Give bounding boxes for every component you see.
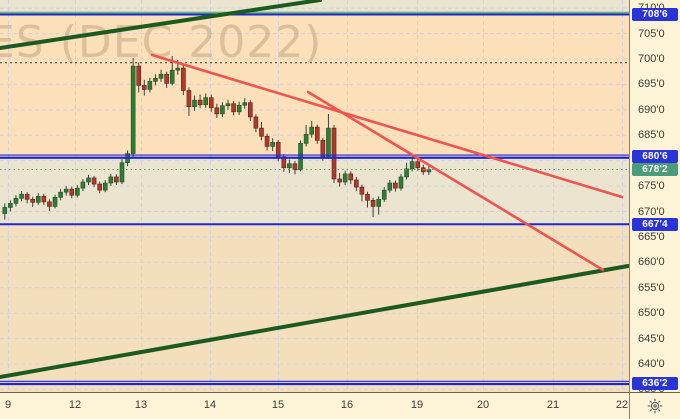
price-tick: 675'0 (638, 180, 665, 193)
chart-plot-area[interactable]: ES (DEC 2022) (0, 0, 629, 392)
price-axis[interactable]: 710'0705'0700'0695'0690'0685'0675'0670'0… (629, 0, 680, 392)
price-tick: 650'0 (638, 307, 665, 320)
axis-settings-corner[interactable] (629, 392, 680, 419)
price-tick: 645'0 (638, 332, 665, 345)
price-tick: 700'0 (638, 52, 665, 65)
current-price-badge: 678'2 (632, 163, 678, 177)
price-line-label-badge: 680'6 (632, 150, 678, 164)
time-tick: 12 (68, 399, 82, 411)
price-tick: 705'0 (638, 27, 665, 40)
price-tick: 655'0 (638, 281, 665, 294)
candles (2, 55, 432, 220)
grid (0, 0, 629, 392)
price-line-label-badge: 636'2 (632, 376, 678, 390)
price-tick: 640'0 (638, 358, 665, 371)
time-tick: 19 (410, 399, 424, 411)
time-tick: 21 (546, 399, 560, 411)
time-tick: 20 (476, 399, 490, 411)
time-tick: 16 (340, 399, 354, 411)
price-tick: 690'0 (638, 103, 665, 116)
time-tick: 22 (615, 399, 629, 411)
price-tick: 670'0 (638, 205, 665, 218)
price-line-label-badge: 708'6 (632, 7, 678, 21)
trend-lines[interactable] (0, 0, 629, 379)
axis-settings-gear-icon[interactable] (647, 398, 663, 414)
time-tick: 13 (134, 399, 148, 411)
price-tick: 660'0 (638, 256, 665, 269)
price-tick: 665'0 (638, 230, 665, 243)
price-tick: 685'0 (638, 129, 665, 142)
price-tick: 695'0 (638, 78, 665, 91)
time-tick: 9 (4, 399, 12, 411)
candlestick-chart-svg[interactable]: ES (DEC 2022) (0, 0, 629, 392)
time-tick: 15 (271, 399, 285, 411)
time-tick: 14 (203, 399, 217, 411)
time-axis[interactable]: 9 12 13 14 15 16 19 20 21 22 (0, 392, 629, 419)
price-line-label-badge: 667'4 (632, 217, 678, 231)
horizontal-lines (0, 11, 629, 386)
